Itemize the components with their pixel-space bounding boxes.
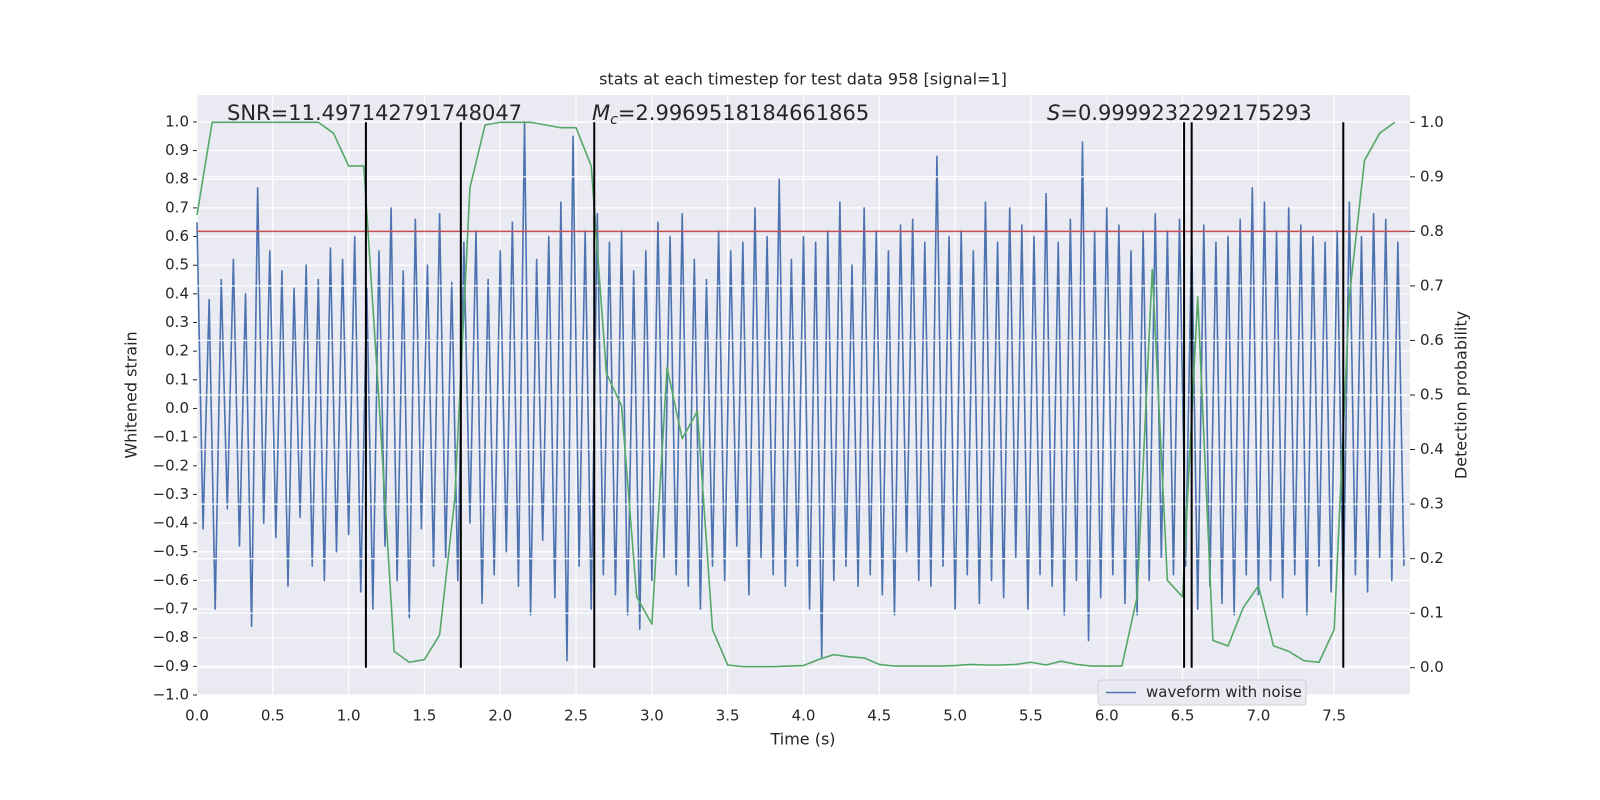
y-tick-label: −0.8 — [153, 628, 189, 646]
y-tick-label: 0.1 — [165, 370, 189, 388]
x-tick-label: 1.0 — [337, 707, 361, 725]
y-tick-label: −0.5 — [153, 542, 189, 560]
annotation-text: SNR=11.497142791748047 — [227, 101, 522, 125]
x-tick-label: 6.0 — [1095, 707, 1119, 725]
y-tick-label: −0.2 — [153, 456, 189, 474]
y2-axis-label: Detection probability — [1452, 311, 1471, 479]
annotation-symbol: M — [592, 101, 610, 125]
annotation-text: =0.9999232292175293 — [1060, 101, 1311, 125]
y-tick-label: 0.8 — [165, 170, 189, 188]
y2-tick-label: 0.8 — [1420, 222, 1444, 240]
legend-box — [1097, 679, 1307, 706]
y2-tick-label: 0.9 — [1420, 167, 1444, 185]
y-tick-label: 0.5 — [165, 256, 189, 274]
y-tick-label: −0.1 — [153, 428, 189, 446]
y2-tick-label: 1.0 — [1420, 113, 1444, 131]
y-tick-label: −1.0 — [153, 686, 189, 704]
x-tick-label: 2.0 — [488, 707, 512, 725]
chart-title: stats at each timestep for test data 958… — [599, 70, 1007, 89]
annotation: Mc=2.9969518184661865 — [592, 101, 869, 128]
series-line — [196, 121, 1405, 662]
y-tick-label: 0.2 — [165, 342, 189, 360]
x-tick-label: 0.0 — [185, 707, 209, 725]
x-tick-label: 2.5 — [564, 707, 588, 725]
y2-tick-label: 0.7 — [1420, 276, 1444, 294]
y2-tick-label: 0.5 — [1420, 386, 1444, 404]
y-tick-label: −0.4 — [153, 514, 189, 532]
x-tick-label: 5.0 — [943, 707, 967, 725]
x-tick-label: 3.0 — [640, 707, 664, 725]
y-tick-label: 0.7 — [165, 198, 189, 216]
annotation-symbol: S — [1047, 101, 1060, 125]
annotation: SNR=11.497142791748047 — [227, 101, 522, 125]
annotation: S=0.9999232292175293 — [1047, 101, 1312, 125]
x-tick-label: 0.5 — [261, 707, 285, 725]
x-tick-label: 7.0 — [1246, 707, 1270, 725]
y-tick-label: −0.9 — [153, 657, 189, 675]
series-line — [196, 121, 1396, 668]
y2-tick-label: 0.0 — [1420, 658, 1444, 676]
annotation-subscript: c — [610, 112, 618, 128]
x-tick-label: 6.5 — [1171, 707, 1195, 725]
y2-tick-label: 0.1 — [1420, 604, 1444, 622]
legend-label: waveform with noise — [1146, 683, 1302, 701]
x-tick-label: 7.5 — [1322, 707, 1346, 725]
y-tick-label: 0.9 — [165, 141, 189, 159]
y-tick-label: 0.3 — [165, 313, 189, 331]
x-tick-label: 4.5 — [867, 707, 891, 725]
y-tick-label: 0.4 — [165, 284, 189, 302]
annotation-text: =2.9969518184661865 — [618, 101, 869, 125]
y2-tick-label: 0.2 — [1420, 549, 1444, 567]
x-tick-label: 3.5 — [716, 707, 740, 725]
y2-tick-label: 0.4 — [1420, 440, 1444, 458]
legend: waveform with noise — [1097, 679, 1307, 706]
x-tick-label: 5.5 — [1019, 707, 1043, 725]
y-tick-label: 1.0 — [165, 112, 189, 130]
y-tick-label: −0.7 — [153, 600, 189, 618]
y2-tick-label: 0.3 — [1420, 495, 1444, 513]
y-tick-label: −0.3 — [153, 485, 189, 503]
y-tick-label: 0.0 — [165, 399, 189, 417]
y2-tick-label: 0.6 — [1420, 331, 1444, 349]
y-tick-label: −0.6 — [153, 571, 189, 589]
x-tick-label: 4.0 — [792, 707, 816, 725]
y-axis-label: Whitened strain — [122, 331, 141, 458]
x-axis-label: Time (s) — [769, 730, 835, 749]
y-tick-label: 0.6 — [165, 227, 189, 245]
x-tick-label: 1.5 — [413, 707, 437, 725]
